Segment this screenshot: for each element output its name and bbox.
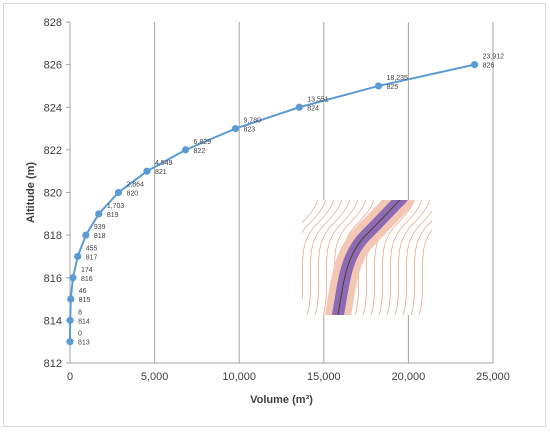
x-tick-label: 25,000 bbox=[476, 371, 510, 383]
data-label-altitude: 823 bbox=[243, 127, 255, 134]
x-tick-label: 15,000 bbox=[307, 371, 341, 383]
data-point bbox=[66, 338, 74, 346]
y-tick-label: 824 bbox=[44, 102, 62, 114]
contour-line bbox=[410, 220, 432, 315]
data-label-altitude: 814 bbox=[78, 318, 90, 325]
data-labels: 0 813 8 814 46 815 174 816 455 817 939 818 1,703 819 2… bbox=[78, 54, 504, 347]
x-tick-label: 10,000 bbox=[222, 371, 256, 383]
data-label-altitude: 824 bbox=[307, 105, 319, 112]
y-tick-label: 822 bbox=[44, 145, 62, 157]
data-point bbox=[114, 188, 123, 197]
data-label-altitude: 813 bbox=[78, 340, 90, 347]
data-point bbox=[74, 252, 82, 261]
data-label-volume: 455 bbox=[86, 245, 98, 252]
contour-line bbox=[386, 200, 423, 315]
contour-line bbox=[394, 200, 431, 315]
x-tick-label: 0 bbox=[67, 371, 73, 383]
contour-line bbox=[302, 200, 327, 234]
contour-line bbox=[322, 200, 359, 315]
data-point bbox=[181, 146, 190, 154]
data-label-altitude: 821 bbox=[155, 169, 167, 176]
y-axis-title: Altitude (m) bbox=[25, 162, 37, 223]
data-label-altitude: 815 bbox=[79, 297, 91, 304]
y-tick-label: 826 bbox=[44, 60, 62, 72]
altitude-volume-chart: 0 5,000 10,000 15,000 20,000 25,000 812 814 816 8… bbox=[25, 17, 510, 406]
data-point bbox=[374, 82, 383, 90]
contour-line bbox=[314, 200, 351, 315]
data-label-volume: 18,235 bbox=[387, 75, 409, 82]
y-tick-label: 828 bbox=[44, 17, 62, 29]
contour-line bbox=[418, 229, 432, 315]
data-point bbox=[470, 61, 479, 69]
x-tick-label: 5,000 bbox=[141, 371, 169, 383]
y-tick-label: 814 bbox=[44, 315, 62, 327]
inset-drawing bbox=[302, 200, 432, 315]
data-label-altitude: 817 bbox=[86, 254, 98, 261]
y-tick-label: 820 bbox=[44, 188, 62, 200]
data-point bbox=[69, 274, 77, 282]
data-point bbox=[231, 124, 240, 133]
chart-frame: 0 5,000 10,000 15,000 20,000 25,000 812 814 816 8… bbox=[3, 3, 546, 427]
channel-centerline bbox=[337, 200, 401, 315]
x-axis-title: Volume (m³) bbox=[250, 394, 313, 406]
data-label-volume: 8 bbox=[78, 309, 82, 316]
contour-line bbox=[402, 210, 432, 315]
y-tick-label: 816 bbox=[44, 273, 62, 285]
data-label-volume: 2,864 bbox=[126, 182, 144, 189]
data-label-altitude: 818 bbox=[94, 233, 106, 240]
contour-line bbox=[306, 200, 343, 315]
data-label-volume: 6,829 bbox=[194, 139, 212, 146]
data-label-volume: 46 bbox=[79, 288, 87, 295]
data-point bbox=[95, 210, 103, 218]
contour-map-inset bbox=[302, 200, 432, 315]
data-label-volume: 23,912 bbox=[483, 54, 505, 61]
data-label-altitude: 825 bbox=[387, 84, 399, 91]
data-label-altitude: 822 bbox=[194, 148, 206, 155]
series-line bbox=[66, 61, 479, 346]
data-label-altitude: 826 bbox=[483, 63, 495, 70]
data-label-volume: 174 bbox=[81, 267, 93, 274]
data-label-volume: 939 bbox=[94, 224, 106, 231]
data-point bbox=[143, 167, 151, 175]
data-label-altitude: 816 bbox=[81, 276, 93, 283]
data-label-volume: 13,551 bbox=[307, 96, 329, 103]
data-point bbox=[295, 103, 303, 111]
data-point bbox=[66, 316, 74, 324]
data-label-altitude: 820 bbox=[126, 191, 138, 198]
data-label-volume: 4,549 bbox=[155, 160, 173, 167]
contour-line bbox=[302, 200, 319, 224]
x-tick-label: 20,000 bbox=[392, 371, 426, 383]
data-label-volume: 1,703 bbox=[107, 203, 125, 210]
data-label-volume: 9,780 bbox=[243, 118, 261, 125]
y-tick-label: 818 bbox=[44, 230, 62, 242]
data-label-altitude: 819 bbox=[107, 212, 119, 219]
y-tick-label: 812 bbox=[44, 358, 62, 370]
contour-line bbox=[302, 200, 335, 303]
data-point bbox=[82, 231, 90, 239]
data-point bbox=[67, 295, 75, 303]
data-label-volume: 0 bbox=[78, 331, 82, 338]
